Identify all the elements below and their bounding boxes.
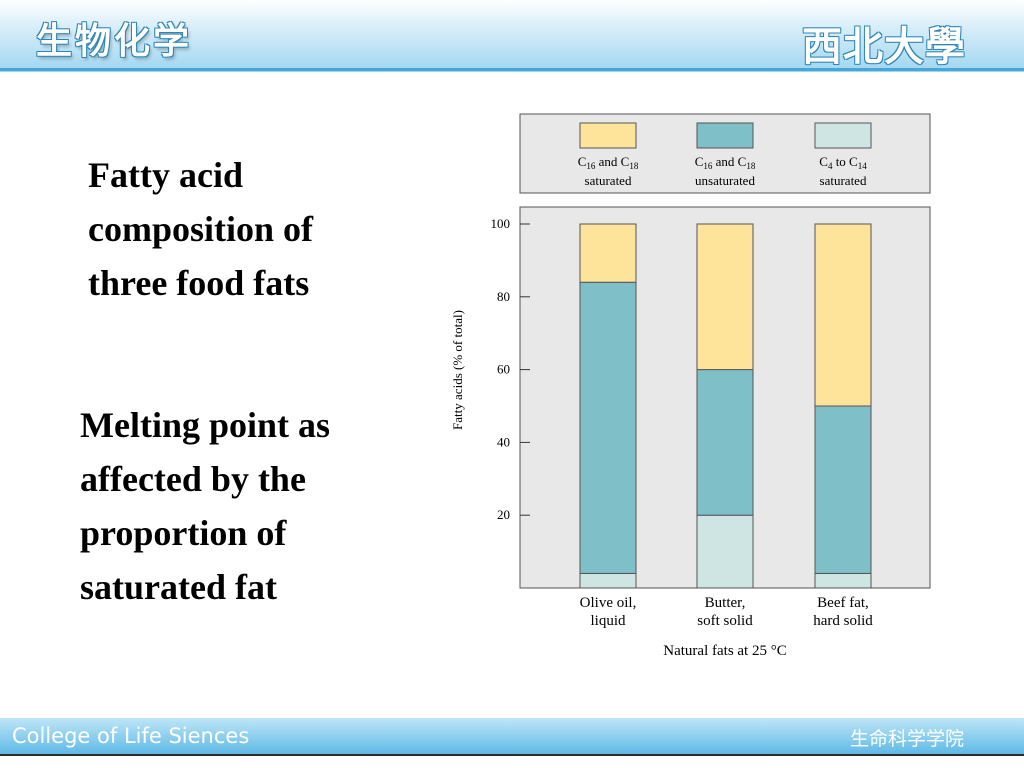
y-tick-label: 100 — [491, 216, 511, 231]
x-tick-label: Butter, — [705, 595, 746, 611]
y-tick-label: 20 — [497, 507, 510, 522]
legend-label-line2: unsaturated — [695, 173, 755, 188]
text-line: Fatty acid — [88, 155, 243, 195]
header-divider — [0, 68, 1024, 71]
bar-segment — [696, 223, 754, 371]
bar-segment — [579, 572, 637, 589]
bar-segment — [579, 281, 637, 574]
bar-segment — [696, 369, 754, 516]
bar-segment — [814, 405, 872, 574]
footer-college-name: College of Life Siences — [12, 724, 250, 748]
text-line: three food fats — [88, 263, 310, 303]
x-tick-label-line2: hard solid — [813, 613, 873, 629]
y-tick-label: 40 — [497, 434, 510, 449]
footer-bar — [0, 718, 1024, 754]
legend-label: C16 and C18 — [578, 154, 639, 171]
bar-segment — [814, 223, 872, 407]
y-axis-label: Fatty acids (% of total) — [450, 310, 465, 430]
legend-label-line2: saturated — [585, 173, 632, 188]
bar-segment — [814, 572, 872, 589]
x-tick-label: Olive oil, — [580, 595, 637, 611]
text-block-melting-point: Melting point as affected by the proport… — [80, 398, 420, 614]
bar-segment — [579, 223, 637, 283]
legend-label-line2: saturated — [820, 173, 867, 188]
x-tick-label-line2: soft solid — [697, 613, 753, 629]
footer-divider — [0, 754, 1024, 756]
text-line: composition of — [88, 209, 313, 249]
text-line: proportion of — [80, 513, 287, 553]
legend-swatch — [696, 122, 754, 149]
legend-swatch — [814, 122, 872, 149]
legend-label: C4 to C14 — [819, 154, 867, 171]
text-line: affected by the — [80, 459, 306, 499]
x-axis-label: Natural fats at 25 °C — [663, 643, 786, 659]
footer-school-name: 生命科学学院 — [850, 728, 965, 750]
x-tick-label: Beef fat, — [817, 595, 869, 611]
university-logo: 西北大學 — [802, 24, 966, 70]
text-block-composition: Fatty acid composition of three food fat… — [88, 148, 418, 310]
legend-swatch — [579, 122, 637, 149]
y-tick-label: 80 — [497, 289, 510, 304]
text-line: Melting point as — [80, 405, 331, 445]
y-tick-label: 60 — [497, 362, 510, 377]
legend-label: C16 and C18 — [695, 154, 756, 171]
bar-segment — [696, 514, 754, 589]
header-bar — [0, 0, 1024, 72]
text-line: saturated fat — [80, 567, 277, 607]
x-tick-label-line2: liquid — [590, 613, 626, 629]
header-title: 生物化学 — [36, 21, 193, 62]
